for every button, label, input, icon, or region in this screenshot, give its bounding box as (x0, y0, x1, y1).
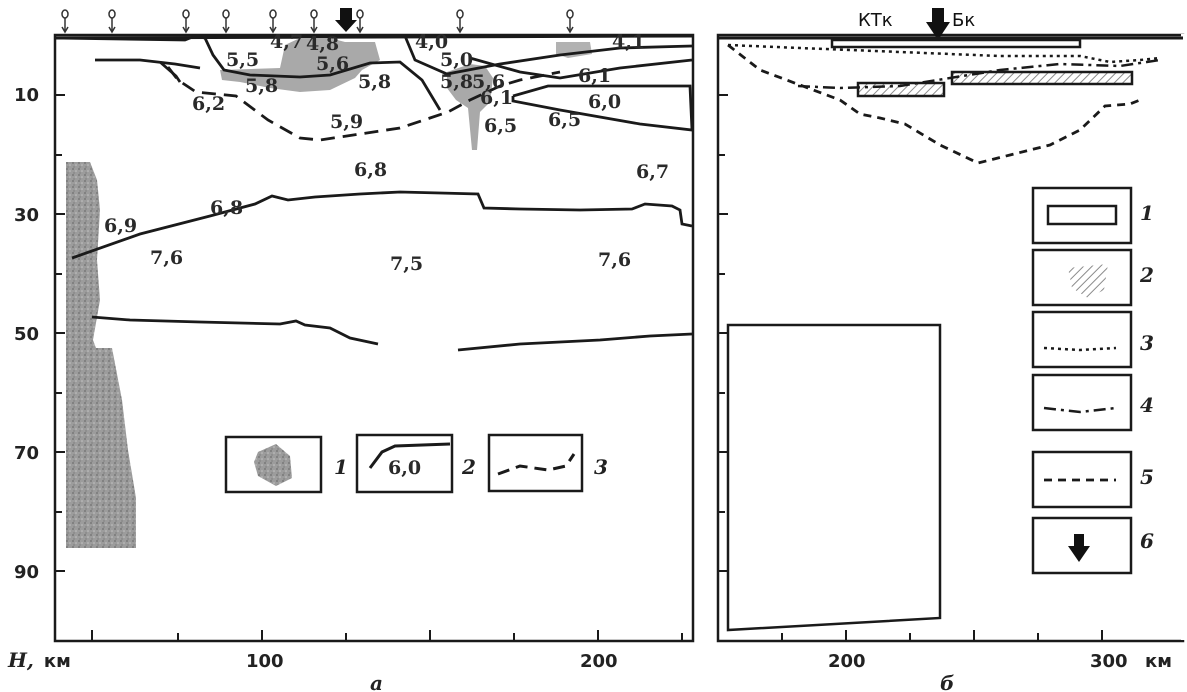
y-tick-70: 70 (14, 443, 39, 464)
legend-b-arrow-icon (1068, 534, 1090, 562)
solid-boundaries (54, 34, 694, 352)
panel-a-legend: 1 6,0 2 3 (224, 433, 608, 494)
dashed-boundary (166, 66, 561, 142)
legend-num-3: 3 (594, 455, 608, 479)
velocity-label: 5,8 (440, 71, 473, 93)
y-tick-30: 30 (14, 205, 39, 226)
legend-b-hatch-sample (1068, 264, 1108, 298)
velocity-label: 6,1 (480, 87, 513, 109)
legend-b-num-5: 5 (1140, 465, 1154, 489)
panel-a: 10 30 50 70 90 100 200 H, км а (7, 8, 695, 692)
legend-label-2: 6,0 (388, 457, 421, 479)
velocity-label: 5,0 (440, 49, 473, 71)
shaded-body-center (220, 38, 380, 92)
dotted-boundary (727, 43, 1161, 64)
surface-line (54, 34, 694, 40)
velocity-label: 4,0 (415, 31, 448, 53)
panel-a-x-tick-marks (91, 630, 683, 641)
y-axis-label: H, км (7, 648, 71, 672)
down-arrow-icon (926, 8, 950, 40)
velocity-labels: 5,5 5,6 5,8 5,8 5,8 5,0 4,0 4,8 4,7 4,1 … (104, 31, 669, 275)
velocity-label: 4,8 (306, 33, 339, 55)
shaded-body-left (66, 162, 136, 548)
panel-b-x-tick-200: 200 (828, 651, 866, 672)
y-tick-10: 10 (14, 85, 39, 106)
dashed-boundary-b (727, 43, 1141, 165)
legend-b-rect-sample (1046, 204, 1118, 226)
velocity-label: 5,5 (226, 49, 259, 71)
velocity-label: 6,0 (588, 91, 621, 113)
legend-b-num-2: 2 (1139, 263, 1154, 287)
velocity-label: 6,9 (104, 215, 137, 237)
velocity-label: 5,6 (472, 71, 505, 93)
legend-b-num-6: 6 (1140, 529, 1154, 553)
y-tick-90: 90 (14, 562, 39, 583)
station-marker (182, 9, 190, 34)
station-marker (456, 9, 464, 34)
panel-b-caption: б (940, 671, 954, 692)
legend-b-dotted-sample (1043, 346, 1117, 352)
velocity-label: 5,6 (316, 53, 349, 75)
velocity-label: 4,7 (270, 31, 303, 53)
velocity-label: 5,8 (358, 71, 391, 93)
station-marker (566, 9, 574, 34)
velocity-label: 6,7 (636, 161, 669, 183)
panel-b: 200 300 км б КТк Бк 1 2 3 (716, 8, 1185, 692)
velocity-label: 6,5 (484, 115, 517, 137)
velocity-label: 4,1 (612, 31, 645, 53)
panel-b-tick-marks (718, 94, 1103, 641)
station-marker (222, 9, 230, 34)
velocity-label: 6,2 (192, 93, 225, 115)
station-marker (61, 9, 69, 34)
x-tick-200: 200 (580, 651, 618, 672)
legend-b-box-1 (1031, 186, 1133, 245)
station-marker (310, 9, 318, 34)
velocity-label: 6,8 (354, 159, 387, 181)
legend-b-num-3: 3 (1140, 331, 1154, 355)
panel-a-frame (53, 33, 695, 643)
legend-b-box-3 (1031, 310, 1133, 369)
x-tick-100: 100 (246, 651, 284, 672)
shaded-bodies (66, 38, 592, 548)
velocity-label: 5,9 (330, 111, 363, 133)
body-outline-deep (726, 323, 942, 632)
panel-a-y-tick-marks (55, 94, 65, 572)
legend-num-1: 1 (334, 455, 348, 479)
legend-b-num-4: 4 (1140, 393, 1154, 417)
y-tick-50: 50 (14, 324, 39, 345)
station-marker (269, 9, 277, 34)
velocity-label: 6,5 (548, 109, 581, 131)
body-outline-top (830, 38, 1082, 49)
label-ktk: КТк (858, 10, 893, 31)
velocity-label: 7,6 (598, 249, 631, 271)
dash-dot-boundary (797, 58, 1161, 90)
station-markers (61, 9, 574, 34)
legend-shaded-sample (254, 444, 292, 486)
velocity-label: 7,6 (150, 247, 183, 269)
panel-b-legend: 1 2 3 4 5 6 (1031, 186, 1154, 575)
label-bk: Бк (952, 10, 975, 31)
panel-b-x-tick-300: 300 (1090, 651, 1128, 672)
velocity-label: 6,1 (578, 65, 611, 87)
legend-solid-line-sample (368, 442, 451, 469)
legend-b-num-1: 1 (1140, 201, 1154, 225)
legend-box-3 (487, 433, 584, 493)
velocity-label: 5,8 (245, 75, 278, 97)
station-marker (356, 9, 364, 34)
velocity-label: 7,5 (390, 253, 423, 275)
legend-b-dash-dot-sample (1043, 406, 1117, 414)
velocity-label: 6,8 (210, 197, 243, 219)
shaded-body-right (447, 64, 493, 150)
panel-a-caption: а (370, 671, 383, 692)
panel-b-x-unit: км (1145, 651, 1172, 672)
legend-b-box-4 (1031, 373, 1133, 432)
legend-num-2: 2 (461, 455, 476, 479)
down-arrow-icon (335, 8, 357, 32)
station-marker (108, 9, 116, 34)
